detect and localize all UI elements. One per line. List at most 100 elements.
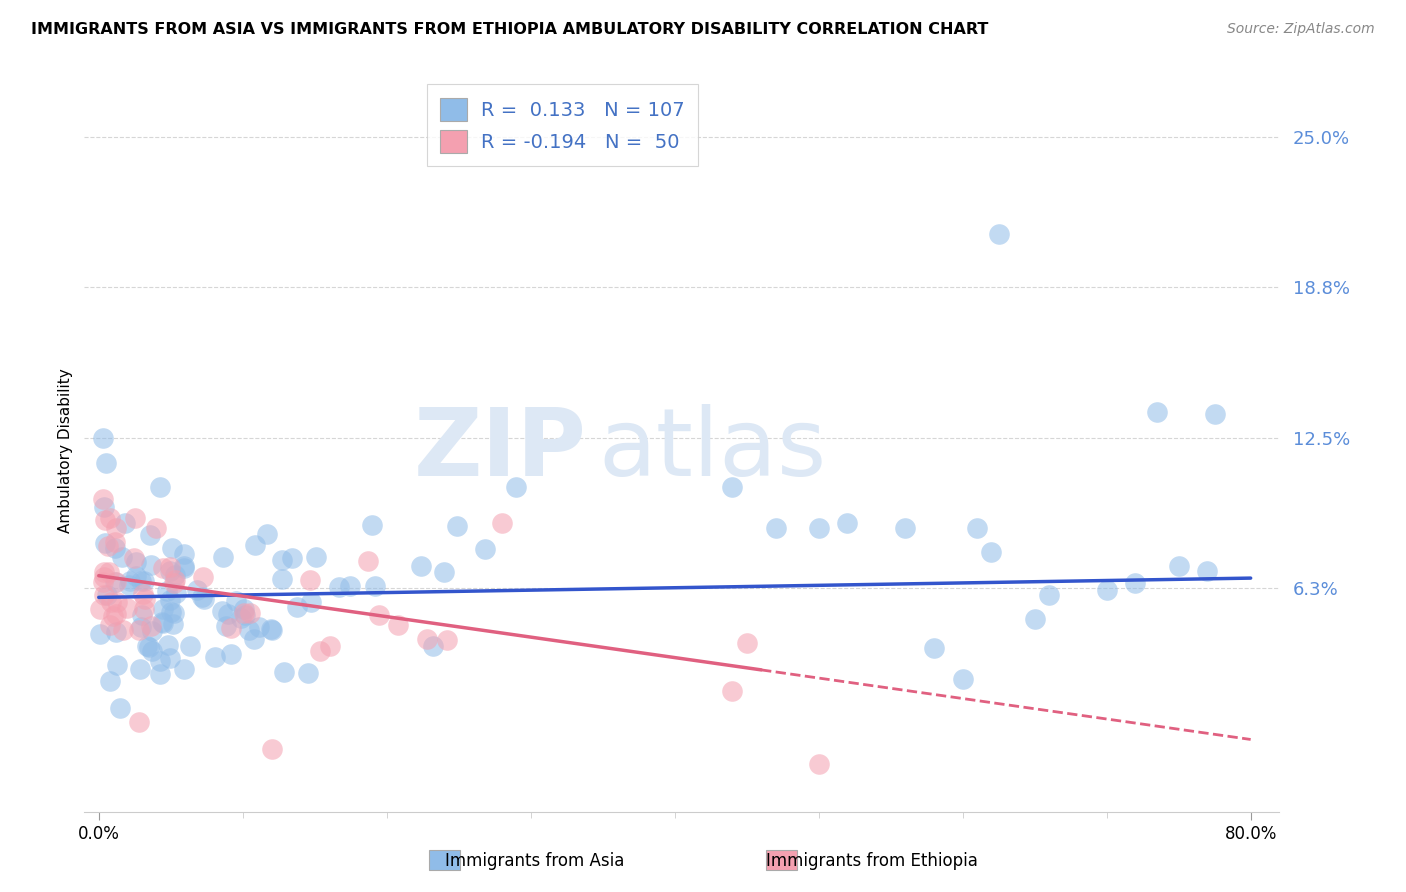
Y-axis label: Ambulatory Disability: Ambulatory Disability xyxy=(58,368,73,533)
Point xyxy=(433,566,456,580)
Point xyxy=(980,544,1002,558)
Point xyxy=(94,536,117,550)
Point xyxy=(159,651,181,665)
Point xyxy=(166,586,188,600)
Point xyxy=(141,624,163,639)
Point xyxy=(89,627,111,641)
Point xyxy=(141,644,163,658)
Text: IMMIGRANTS FROM ASIA VS IMMIGRANTS FROM ETHIOPIA AMBULATORY DISABILITY CORRELATI: IMMIGRANTS FROM ASIA VS IMMIGRANTS FROM … xyxy=(31,22,988,37)
Point xyxy=(271,552,294,566)
Point xyxy=(159,564,181,578)
Point xyxy=(260,742,283,756)
Point xyxy=(134,591,156,606)
Point xyxy=(132,587,155,601)
Point xyxy=(1204,407,1226,422)
Point xyxy=(97,539,120,553)
Point xyxy=(145,520,167,534)
Point xyxy=(357,554,380,568)
Point xyxy=(1095,583,1118,598)
Point xyxy=(111,549,134,564)
Point xyxy=(281,551,304,566)
Point xyxy=(387,618,409,632)
Point xyxy=(152,561,174,575)
Point xyxy=(100,595,122,609)
Point xyxy=(162,617,184,632)
Point xyxy=(149,480,172,494)
Point xyxy=(115,601,138,615)
Point xyxy=(807,520,830,534)
Point xyxy=(987,227,1010,241)
Point xyxy=(225,594,247,608)
Point xyxy=(204,650,226,665)
Text: atlas: atlas xyxy=(599,404,827,497)
Point xyxy=(297,666,319,681)
Point xyxy=(368,607,391,622)
Point xyxy=(364,579,387,593)
Point xyxy=(474,542,496,557)
Point xyxy=(735,636,758,650)
Point xyxy=(211,549,233,564)
Point xyxy=(238,623,260,637)
Point xyxy=(436,633,458,648)
Point xyxy=(416,632,439,646)
Point xyxy=(247,620,270,634)
Point xyxy=(360,518,382,533)
Point xyxy=(837,516,859,530)
Point xyxy=(93,500,115,514)
Point xyxy=(1024,612,1046,626)
Point xyxy=(112,623,135,637)
Point xyxy=(256,527,278,541)
Point xyxy=(104,624,127,639)
Point xyxy=(91,491,114,506)
Point xyxy=(243,632,266,646)
Point xyxy=(128,714,150,729)
Point xyxy=(98,674,121,689)
Point xyxy=(93,569,115,583)
Point xyxy=(1146,405,1168,419)
Point xyxy=(93,589,115,603)
Point xyxy=(491,516,513,530)
Point xyxy=(105,595,128,609)
Point xyxy=(173,547,195,561)
Point xyxy=(98,617,121,632)
Point xyxy=(114,516,136,531)
Point xyxy=(894,520,917,534)
Point xyxy=(159,592,181,607)
Point xyxy=(505,480,527,494)
Point xyxy=(94,455,117,469)
Point xyxy=(422,639,444,653)
Point xyxy=(105,575,128,590)
Point xyxy=(131,608,153,623)
Point xyxy=(105,520,128,534)
Point xyxy=(91,574,114,589)
Point xyxy=(96,588,118,602)
Point xyxy=(339,579,361,593)
Point xyxy=(97,565,120,579)
Point xyxy=(138,640,160,654)
Point xyxy=(271,573,294,587)
Point xyxy=(162,606,184,620)
Point xyxy=(152,602,174,616)
Point xyxy=(765,520,787,534)
Point xyxy=(319,639,342,653)
Point xyxy=(219,621,242,635)
Point xyxy=(262,623,284,637)
Point xyxy=(132,602,155,616)
Point xyxy=(124,511,146,525)
Point xyxy=(186,583,208,598)
Point xyxy=(298,573,321,587)
Point xyxy=(1167,559,1189,574)
Point xyxy=(91,432,114,446)
Point xyxy=(191,590,214,604)
Point xyxy=(156,583,179,598)
Point xyxy=(162,575,184,590)
Point xyxy=(103,608,125,623)
Point xyxy=(93,565,115,579)
Point xyxy=(162,541,184,556)
Point xyxy=(129,619,152,633)
Point xyxy=(217,607,239,621)
Point xyxy=(124,551,146,566)
Point xyxy=(193,592,215,607)
Point xyxy=(239,606,262,620)
Text: Source: ZipAtlas.com: Source: ZipAtlas.com xyxy=(1227,22,1375,37)
